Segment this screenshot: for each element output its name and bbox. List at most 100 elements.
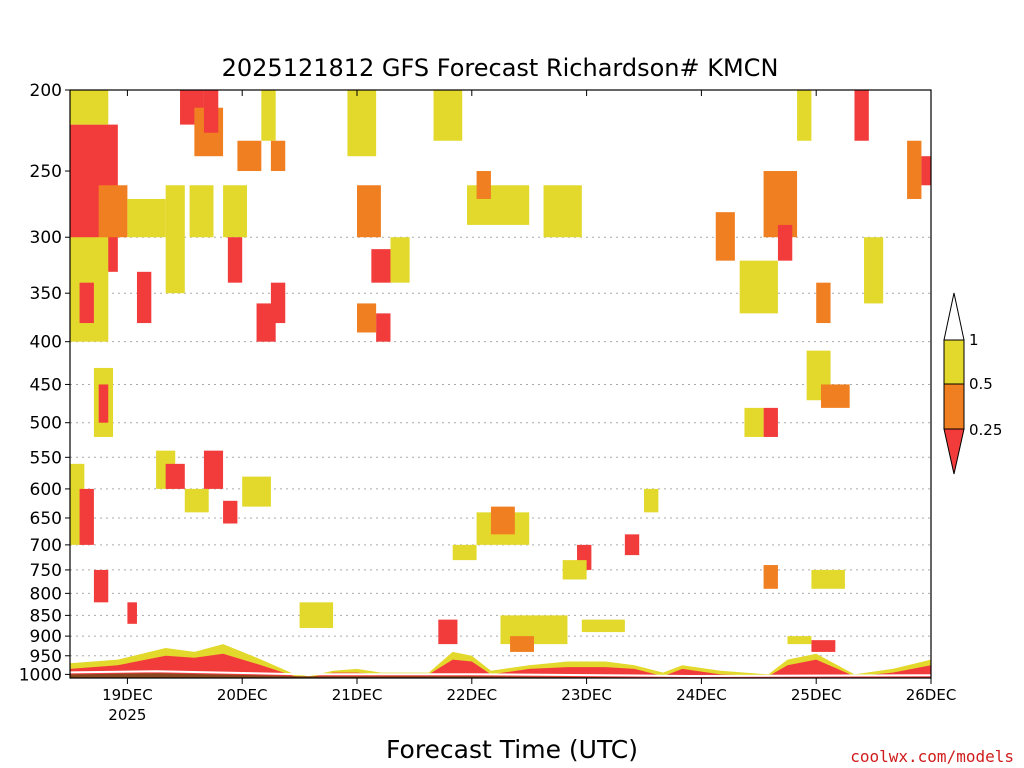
ri-region-low [854,90,869,141]
ri-region-high [739,260,778,314]
ri-region-high [299,602,334,628]
ri-region-low [136,271,152,324]
ri-region-low [624,534,640,556]
ri-region-high [165,185,185,294]
ri-region-high [184,488,209,513]
ri-region-high [787,636,812,645]
ri-region-high [811,569,845,589]
ri-region-mid [715,212,735,261]
ri-region-low [93,569,109,603]
ri-region-mid [510,636,534,652]
ri-region-high [562,560,587,580]
ri-region-high [261,90,276,141]
ri-region-low [98,384,109,423]
ri-region-high [347,90,377,157]
ri-region-low [763,407,778,437]
x-tick-label: 22DEC [447,686,498,704]
y-tick-label: 500 [30,414,62,434]
y-tick-label: 450 [30,375,62,395]
y-tick-label: 300 [30,228,62,248]
ri-region-high [744,407,764,437]
y-tick-label: 900 [30,627,62,647]
ri-region-high [433,90,463,141]
ri-region-high [467,185,530,225]
ri-region-high [581,619,625,633]
ri-region-low [165,463,185,489]
legend-bin-above-1 [943,292,965,341]
credit-text: coolwx.com/models [850,747,1014,766]
ri-region-high [127,198,166,238]
legend-bin-0.25-0.5 [943,383,965,430]
ri-region-low [227,237,243,283]
x-axis-label: Forecast Time (UTC) [386,735,638,764]
y-tick-label: 950 [30,647,62,667]
y-tick-label: 250 [30,162,62,182]
y-tick-label: 350 [30,284,62,304]
x-tick-label: 24DEC [676,686,727,704]
x-axis: 19DEC 2025 20DEC 21DEC 22DEC 23DEC 24DEC 25DEC 2… [102,90,956,724]
ri-region-low [371,249,391,283]
legend-bin-0.5-1 [943,339,965,385]
ri-region-mid [237,140,262,172]
ri-region-mid [820,384,850,408]
ri-region-mid [490,506,515,535]
y-tick-label: 800 [30,584,62,604]
x-tick-label: 20DEC [217,686,268,704]
y-tick-label: 600 [30,480,62,500]
y-tick-label: 550 [30,448,62,468]
ri-region-high [70,90,109,125]
x-tick-sublabel: 2025 [108,706,146,724]
ri-region-high [223,185,247,238]
ri-region-low [127,602,137,624]
ri-region-high [390,237,410,283]
colorbar-legend: 1 0.5 0.25 [943,292,1002,475]
ri-region-high [864,237,884,304]
y-axis: 200 250 300 350 400 450 500 550 600 650 700 750 8008… [19,81,70,685]
ri-region-low [203,450,224,489]
y-tick-label: 400 [30,333,62,353]
ri-region-low [438,619,458,645]
ri-region-mid [476,171,491,199]
legend-label: 0.25 [969,421,1002,439]
heatmap-fills [70,90,931,678]
y-tick-label: 200 [30,81,62,101]
ri-region-high [543,185,582,238]
ri-region-high [797,90,812,141]
ground-outline [70,670,931,678]
legend-label: 1 [969,331,979,349]
ri-region-mid [357,185,381,238]
gridlines [70,236,931,657]
y-tick-label: 700 [30,536,62,556]
ri-region-high [452,544,477,561]
ri-region-mid [270,140,286,172]
ri-region-mid [907,140,922,199]
ground-surface [70,673,931,678]
x-tick-label: 21DEC [332,686,383,704]
plot-frame [69,89,932,679]
x-tick-label: 23DEC [561,686,612,704]
ri-region-mid [98,185,128,238]
x-tick-label: 26DEC [906,686,957,704]
ri-region-low [811,640,836,652]
ri-region-mid [763,565,778,589]
y-tick-label: 650 [30,509,62,529]
ri-region-low [376,313,391,342]
ri-region-mid [357,303,377,333]
y-tick-label: 850 [30,606,62,626]
ri-region-low [223,500,238,524]
ri-region-low [270,282,286,324]
y-tick-label: 1000 [19,665,62,685]
chart-title: 2025121812 GFS Forecast Richardson# KMCN [222,54,779,82]
y-tick-label: 750 [30,561,62,581]
legend-label: 0.5 [969,375,993,393]
ri-region-high [189,185,214,238]
ri-region-low [777,224,793,261]
x-tick-label: 25DEC [791,686,842,704]
ri-region-low [79,282,94,324]
ri-region-mid [816,282,831,324]
ri-region-low [921,156,931,186]
legend-bin-below-0.25 [943,428,965,475]
ri-region-high [242,476,271,507]
ri-region-high [644,488,659,513]
